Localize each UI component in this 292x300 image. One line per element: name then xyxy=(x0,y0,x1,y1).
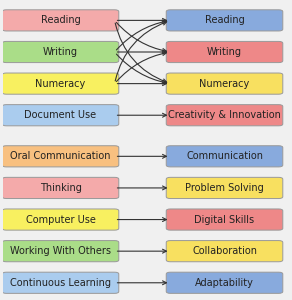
FancyBboxPatch shape xyxy=(2,177,119,199)
FancyBboxPatch shape xyxy=(2,241,119,262)
Text: Numeracy: Numeracy xyxy=(199,79,250,88)
FancyBboxPatch shape xyxy=(166,146,283,167)
FancyBboxPatch shape xyxy=(166,272,283,293)
Text: Reading: Reading xyxy=(41,15,80,26)
FancyBboxPatch shape xyxy=(166,241,283,262)
FancyBboxPatch shape xyxy=(166,41,283,63)
FancyBboxPatch shape xyxy=(166,209,283,230)
FancyBboxPatch shape xyxy=(166,177,283,199)
FancyBboxPatch shape xyxy=(166,105,283,126)
Text: Oral Communication: Oral Communication xyxy=(10,151,111,161)
FancyBboxPatch shape xyxy=(2,10,119,31)
Text: Collaboration: Collaboration xyxy=(192,246,257,256)
FancyBboxPatch shape xyxy=(2,73,119,94)
Text: Continuous Learning: Continuous Learning xyxy=(10,278,111,288)
FancyBboxPatch shape xyxy=(166,73,283,94)
FancyBboxPatch shape xyxy=(2,41,119,63)
FancyBboxPatch shape xyxy=(2,209,119,230)
Text: Adaptability: Adaptability xyxy=(195,278,254,288)
Text: Numeracy: Numeracy xyxy=(35,79,86,88)
Text: Writing: Writing xyxy=(207,47,242,57)
Text: Digital Skills: Digital Skills xyxy=(194,214,255,224)
Text: Working With Others: Working With Others xyxy=(10,246,111,256)
Text: Problem Solving: Problem Solving xyxy=(185,183,264,193)
FancyBboxPatch shape xyxy=(2,146,119,167)
Text: Creativity & Innovation: Creativity & Innovation xyxy=(168,110,281,120)
FancyBboxPatch shape xyxy=(2,272,119,293)
Text: Thinking: Thinking xyxy=(39,183,81,193)
Text: Document Use: Document Use xyxy=(25,110,97,120)
FancyBboxPatch shape xyxy=(166,10,283,31)
Text: Writing: Writing xyxy=(43,47,78,57)
FancyBboxPatch shape xyxy=(2,105,119,126)
Text: Computer Use: Computer Use xyxy=(26,214,95,224)
Text: Communication: Communication xyxy=(186,151,263,161)
Text: Reading: Reading xyxy=(205,15,244,26)
